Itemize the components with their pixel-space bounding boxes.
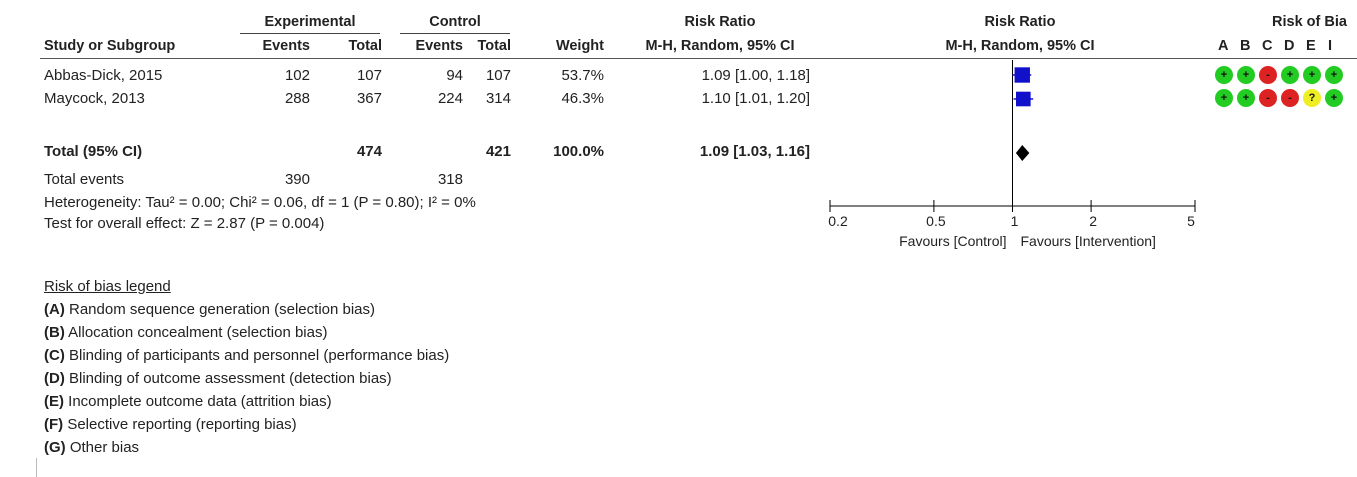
pooled-diamond bbox=[1015, 145, 1030, 161]
legend-text: Incomplete outcome data (attrition bias) bbox=[64, 393, 332, 410]
rob-letter-b: B bbox=[1240, 38, 1251, 54]
risk-of-bias-dot: ? bbox=[1303, 89, 1321, 107]
ctl-total-sum: 421 bbox=[485, 143, 511, 160]
study-name: Abbas-Dick, 2015 bbox=[44, 67, 163, 84]
forest-plot: 0.2 0.5 1 2 5 Favours [Control] Favours [Inter… bbox=[828, 60, 1196, 249]
ctl-events: 94 bbox=[446, 67, 463, 84]
legend-text: Blinding of participants and personnel (… bbox=[64, 347, 450, 364]
risk-of-bias-header: Risk of Bia bbox=[1272, 14, 1347, 30]
header-rule bbox=[40, 58, 1357, 59]
exp-events: 288 bbox=[284, 90, 310, 107]
control-underline bbox=[400, 33, 510, 34]
exp-total: 367 bbox=[356, 90, 382, 107]
risk-ratio-header-right: Risk Ratio bbox=[984, 14, 1056, 30]
heterogeneity-text: Heterogeneity: Tau² = 0.00; Chi² = 0.06,… bbox=[44, 194, 476, 211]
legend-key: (C) bbox=[44, 347, 65, 364]
risk-of-bias-dot: - bbox=[1281, 89, 1299, 107]
weight: 46.3% bbox=[561, 90, 604, 107]
rob-letter-d: D bbox=[1284, 38, 1295, 54]
weight-header: Weight bbox=[555, 38, 604, 54]
x-label-right: Favours [Intervention] bbox=[1021, 233, 1156, 249]
risk-of-bias-grid: + + - + + + + + - -? + bbox=[1214, 66, 1357, 116]
ctl-total-events: 318 bbox=[437, 171, 463, 188]
legend-item-d: (D) Blinding of outcome assessment (dete… bbox=[44, 370, 392, 387]
weight: 53.7% bbox=[561, 67, 604, 84]
legend-item-g: (G) Other bias bbox=[44, 439, 139, 456]
overall-effect-text: Test for overall effect: Z = 2.87 (P = 0… bbox=[44, 215, 325, 232]
exp-total-header: Total bbox=[348, 38, 382, 54]
risk-of-bias-dot: - bbox=[1259, 66, 1277, 84]
legend-key: (F) bbox=[44, 416, 64, 433]
x-label-left: Favours [Control] bbox=[899, 233, 1006, 249]
method-header-right: M-H, Random, 95% CI bbox=[945, 38, 1095, 54]
total-events-label: Total events bbox=[44, 171, 125, 188]
rob-letter-a: A bbox=[1218, 38, 1229, 54]
exp-total: 107 bbox=[356, 67, 382, 84]
legend-text: Selective reporting (reporting bias) bbox=[63, 416, 297, 433]
risk-of-bias-dot: + bbox=[1303, 66, 1321, 84]
ctl-total: 107 bbox=[485, 67, 511, 84]
legend-key: (A) bbox=[44, 301, 65, 318]
ctl-events: 224 bbox=[437, 90, 463, 107]
legend-title: Risk of bias legend bbox=[44, 278, 171, 295]
legend-item-f: (F) Selective reporting (reporting bias) bbox=[44, 416, 297, 433]
exp-events-header: Events bbox=[262, 38, 310, 54]
legend-key: (B) bbox=[44, 324, 65, 341]
method-header-left: M-H, Random, 95% CI bbox=[645, 38, 795, 54]
risk-ratio-ci: 1.09 [1.00, 1.18] bbox=[701, 67, 810, 84]
study-point-estimate bbox=[1014, 67, 1030, 83]
ctl-total-header: Total bbox=[477, 38, 511, 54]
risk-ratio-ci: 1.10 [1.01, 1.20] bbox=[701, 90, 810, 107]
x-tick-label: 0.2 bbox=[828, 213, 848, 229]
left-edge-line bbox=[36, 458, 37, 477]
experimental-underline bbox=[240, 33, 380, 34]
legend-item-e: (E) Incomplete outcome data (attrition b… bbox=[44, 393, 332, 410]
risk-of-bias-dot: - bbox=[1259, 89, 1277, 107]
study-point-estimate bbox=[1015, 91, 1031, 107]
total-label: Total (95% CI) bbox=[44, 143, 143, 160]
total-weight: 100.0% bbox=[553, 143, 604, 160]
x-tick-label: 0.5 bbox=[926, 213, 946, 229]
risk-of-bias-dot: + bbox=[1215, 89, 1233, 107]
rob-letter-f: I bbox=[1328, 38, 1333, 54]
legend-text: Blinding of outcome assessment (detectio… bbox=[64, 370, 392, 387]
risk-of-bias-dot: + bbox=[1237, 89, 1255, 107]
legend-key: (D) bbox=[44, 370, 65, 387]
total-ci: 1.09 [1.03, 1.16] bbox=[699, 143, 810, 160]
x-tick-label: 1 bbox=[1011, 213, 1019, 229]
experimental-header: Experimental bbox=[264, 14, 356, 30]
legend-text: Random sequence generation (selection bi… bbox=[64, 301, 376, 318]
risk-of-bias-dot: + bbox=[1281, 66, 1299, 84]
x-tick-label: 2 bbox=[1089, 213, 1097, 229]
risk-ratio-header-left: Risk Ratio bbox=[684, 14, 756, 30]
rob-letter-e: E bbox=[1306, 38, 1316, 54]
legend-key: (G) bbox=[44, 439, 66, 456]
legend-key: (E) bbox=[44, 393, 64, 410]
exp-events: 102 bbox=[284, 67, 310, 84]
risk-of-bias-dot: + bbox=[1325, 89, 1343, 107]
legend-item-a: (A) Random sequence generation (selectio… bbox=[44, 301, 375, 318]
study-header: Study or Subgroup bbox=[44, 38, 176, 54]
exp-total-events: 390 bbox=[284, 171, 310, 188]
risk-of-bias-dot: + bbox=[1215, 66, 1233, 84]
control-header: Control bbox=[429, 14, 481, 30]
risk-of-bias-dot: + bbox=[1325, 66, 1343, 84]
legend-item-b: (B) Allocation concealment (selection bi… bbox=[44, 324, 327, 341]
ctl-events-header: Events bbox=[415, 38, 463, 54]
study-name: Maycock, 2013 bbox=[44, 90, 145, 107]
x-tick-label: 5 bbox=[1187, 213, 1195, 229]
legend-text: Allocation concealment (selection bias) bbox=[64, 324, 328, 341]
rob-letter-c: C bbox=[1262, 38, 1273, 54]
ctl-total: 314 bbox=[485, 90, 511, 107]
risk-of-bias-dot: + bbox=[1237, 66, 1255, 84]
exp-total-sum: 474 bbox=[356, 143, 382, 160]
legend-item-c: (C) Blinding of participants and personn… bbox=[44, 347, 449, 364]
legend-text: Other bias bbox=[65, 439, 140, 456]
